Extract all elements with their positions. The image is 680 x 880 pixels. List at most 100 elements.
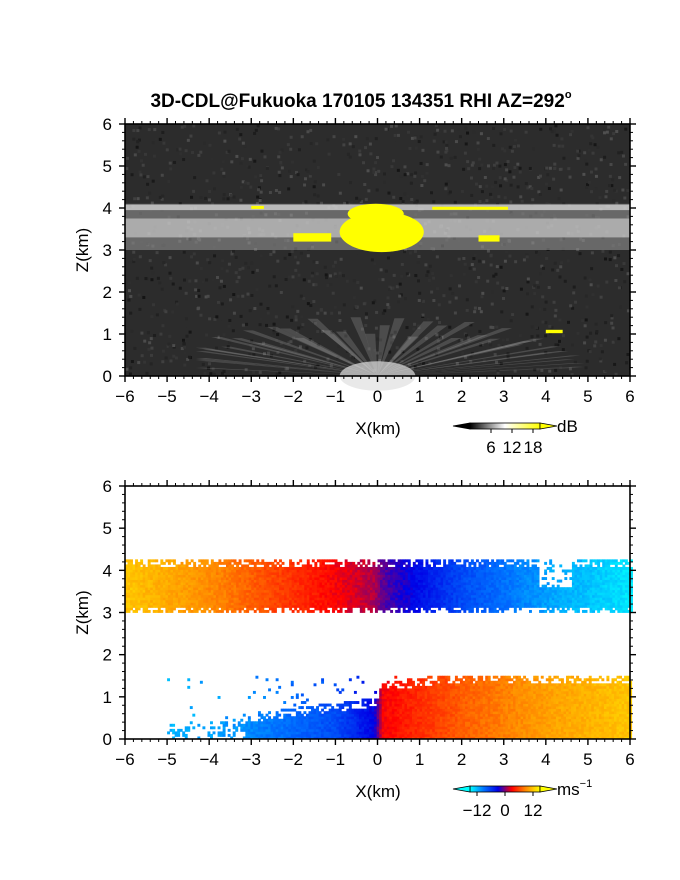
velocity-cell xyxy=(281,594,285,598)
velocity-cell xyxy=(337,584,341,588)
velocity-cell xyxy=(155,584,159,588)
velocity-cell xyxy=(344,597,348,601)
velocity-cell xyxy=(529,577,532,581)
velocity-cell xyxy=(284,569,287,573)
noise-pixel xyxy=(236,294,240,298)
noise-pixel xyxy=(244,261,248,265)
velocity-cell xyxy=(478,594,482,598)
intensity-plot-area xyxy=(125,124,630,391)
velocity-cell xyxy=(304,582,308,586)
velocity-cell xyxy=(372,572,376,575)
fan-beam xyxy=(195,367,378,376)
velocity-cell xyxy=(475,584,479,588)
noise-pixel xyxy=(450,129,454,133)
velocity-cell xyxy=(433,574,436,578)
velocity-cell xyxy=(135,584,139,588)
velocity-cell xyxy=(534,574,537,578)
velocity-cell xyxy=(281,582,285,586)
noise-pixel xyxy=(608,174,612,178)
velocity-cell xyxy=(157,609,161,613)
velocity-cell xyxy=(372,599,376,603)
noise-pixel xyxy=(302,278,306,282)
noise-pixel xyxy=(137,149,141,153)
velocity-cell xyxy=(513,566,517,570)
noise-pixel xyxy=(135,276,139,280)
velocity-cell xyxy=(314,569,318,573)
velocity-cell xyxy=(438,561,442,565)
velocity-cell xyxy=(178,587,181,591)
velocity-cell xyxy=(438,582,442,586)
velocity-cell xyxy=(291,589,295,593)
velocity-cell xyxy=(450,579,454,583)
noise-pixel xyxy=(547,286,551,290)
velocity-cell xyxy=(465,574,469,578)
velocity-cell xyxy=(372,579,376,583)
noise-pixel xyxy=(310,274,314,278)
noise-pixel xyxy=(297,148,301,152)
velocity-cell xyxy=(395,569,399,573)
noise-pixel xyxy=(297,273,301,277)
noise-pixel xyxy=(364,312,368,316)
noise-pixel xyxy=(215,275,219,279)
velocity-cell xyxy=(311,559,315,563)
velocity-cell xyxy=(402,599,406,603)
velocity-cell xyxy=(468,597,472,601)
noise-pixel xyxy=(473,310,477,314)
velocity-cell xyxy=(140,599,144,603)
noise-pixel xyxy=(406,130,410,134)
velocity-cell xyxy=(157,582,161,586)
velocity-cell xyxy=(501,566,505,570)
noise-pixel xyxy=(297,326,301,330)
noise-pixel xyxy=(155,313,159,317)
velocity-cell xyxy=(574,577,578,581)
velocity-cell xyxy=(193,579,197,583)
noise-pixel xyxy=(583,341,587,345)
noise-pixel xyxy=(445,149,449,153)
velocity-cell xyxy=(483,566,487,570)
velocity-cell xyxy=(152,564,156,568)
velocity-cell xyxy=(243,589,247,593)
velocity-cell xyxy=(127,569,131,573)
velocity-cell xyxy=(178,592,181,596)
noise-pixel xyxy=(199,150,203,154)
velocity-cell xyxy=(395,592,399,596)
noise-pixel xyxy=(348,155,352,159)
velocity-cell xyxy=(188,587,192,591)
velocity-cell xyxy=(518,602,522,606)
velocity-cell xyxy=(438,577,442,581)
velocity-cell xyxy=(483,589,487,593)
velocity-cell xyxy=(332,579,335,583)
noise-pixel xyxy=(393,330,397,334)
noise-pixel xyxy=(625,361,629,365)
velocity-cell xyxy=(518,566,522,570)
velocity-cell xyxy=(205,577,209,581)
velocity-cell xyxy=(453,604,457,608)
velocity-cell xyxy=(359,559,363,563)
noise-pixel xyxy=(326,138,330,142)
noise-pixel xyxy=(306,302,310,306)
noise-pixel xyxy=(504,250,508,254)
noise-pixel xyxy=(610,314,614,318)
noise-pixel xyxy=(465,298,469,302)
velocity-cell xyxy=(332,566,335,570)
velocity-cell xyxy=(208,566,212,570)
noise-pixel xyxy=(594,187,598,191)
velocity-cell xyxy=(321,577,325,581)
velocity-cell xyxy=(405,602,409,606)
velocity-cell xyxy=(218,577,222,581)
velocity-cell xyxy=(256,582,260,586)
velocity-cell xyxy=(531,572,535,575)
noise-pixel xyxy=(365,137,369,141)
velocity-cell xyxy=(455,584,459,588)
velocity-cell xyxy=(433,561,436,565)
noise-pixel xyxy=(147,347,151,351)
velocity-cell xyxy=(344,604,348,608)
noise-pixel xyxy=(611,178,615,182)
velocity-cell xyxy=(205,559,209,563)
velocity-cell xyxy=(273,589,277,593)
velocity-cell xyxy=(556,599,560,603)
noise-pixel xyxy=(168,334,172,338)
velocity-cell xyxy=(296,609,300,613)
velocity-cell xyxy=(190,602,194,606)
noise-pixel xyxy=(544,300,548,304)
